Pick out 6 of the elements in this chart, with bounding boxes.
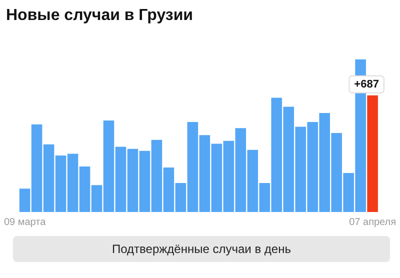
x-tick-label: 07 апреля <box>349 216 396 228</box>
bar <box>367 95 378 212</box>
data-label: +687 <box>354 78 379 90</box>
x-tick-label: 09 марта <box>4 216 46 228</box>
chart-title: Новые случаи в Грузии <box>6 7 194 24</box>
text: Подтверждённые случаи в день <box>13 236 390 262</box>
